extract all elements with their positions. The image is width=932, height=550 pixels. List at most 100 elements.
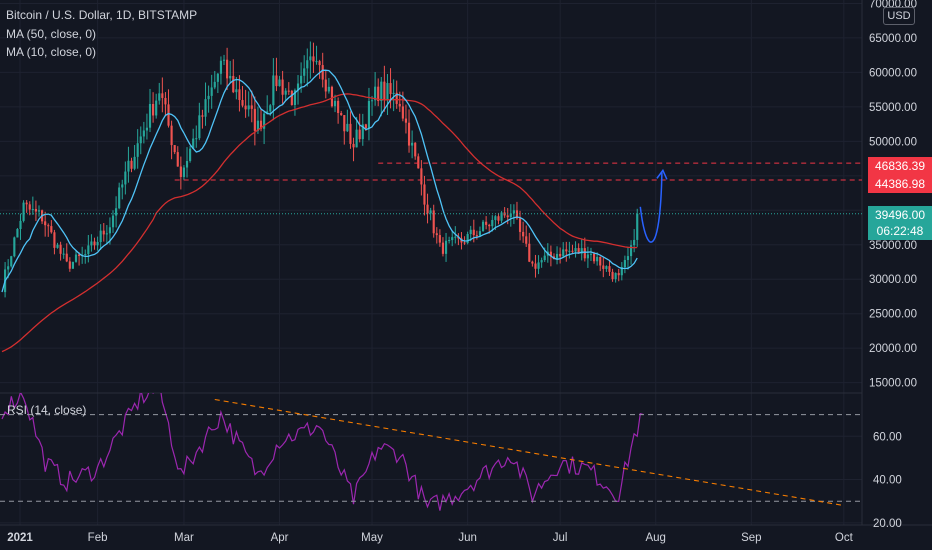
candle-body (491, 219, 494, 227)
rsi-line (1, 393, 644, 511)
candle-body (19, 220, 22, 229)
time-tick-label: Apr (271, 532, 289, 544)
time-tick-label: Jul (553, 532, 568, 544)
ma50-legend: MA (50, close, 0) (6, 27, 97, 41)
candle-body (145, 127, 149, 131)
rsi-tick-label: 40.00 (873, 475, 902, 487)
candle-body (346, 123, 349, 132)
candle-body (229, 75, 232, 79)
candle-body (633, 239, 636, 246)
candle-body (226, 59, 229, 79)
candle-body (602, 265, 605, 269)
candle-body (549, 251, 552, 257)
candle-body (636, 213, 639, 240)
candle-body (213, 81, 216, 88)
candle-body (370, 100, 374, 102)
candle-body (167, 104, 170, 126)
candle-body (309, 56, 312, 61)
time-tick-label: Feb (88, 532, 108, 544)
price-tick-label: 20000.00 (869, 343, 917, 355)
currency-button[interactable]: USD (883, 7, 915, 25)
candle-body (185, 160, 189, 168)
candle-body (512, 210, 515, 214)
candle-body (364, 124, 367, 129)
candle-body (22, 202, 25, 221)
candle-body (472, 229, 475, 236)
candle-body (31, 208, 34, 210)
time-tick-label: May (361, 532, 383, 544)
candle-body (555, 253, 559, 260)
candle-body (488, 224, 491, 227)
candle-body (392, 92, 395, 95)
candle-body (235, 89, 238, 93)
candle-body (589, 253, 593, 255)
symbol-title: Bitcoin / U.S. Dollar, 1D, BITSTAMP (6, 8, 198, 22)
candle-body (148, 103, 152, 128)
candle-body (238, 89, 241, 101)
candle-body (176, 152, 179, 167)
candle-body (10, 256, 13, 267)
candle-body (466, 234, 469, 244)
candle-body (281, 79, 284, 95)
candle-body (485, 221, 488, 225)
candle-body (438, 235, 441, 243)
candle-body (515, 210, 519, 219)
candle-body (481, 221, 485, 232)
candle-body (386, 83, 389, 100)
candle-body (605, 266, 608, 269)
candle-body (192, 138, 195, 149)
candle-body (522, 231, 525, 237)
candle-body (216, 73, 219, 82)
candle-body (71, 261, 75, 269)
price-tag-countdown: 06:22:48 (868, 222, 932, 240)
candle-body (614, 273, 617, 280)
candle-body (361, 124, 364, 140)
candle-body (28, 204, 31, 210)
candle-body (478, 231, 482, 236)
candle-body (244, 105, 247, 110)
candle-body (343, 115, 346, 132)
candle-body (423, 184, 426, 205)
candle-body (47, 225, 50, 227)
candle-body (562, 249, 565, 257)
candle-body (617, 273, 620, 276)
candle-body (300, 75, 303, 84)
candle-body (84, 254, 87, 256)
projection-arrowhead (656, 168, 668, 180)
candle-body (121, 184, 124, 188)
candle-body (411, 142, 414, 146)
candle-body (96, 242, 99, 246)
candle-body (130, 160, 133, 169)
candle-body (352, 143, 355, 148)
candle-body (34, 208, 37, 212)
candle-body (383, 81, 386, 100)
candle-body (306, 60, 309, 69)
candle-body (275, 75, 278, 87)
candle-body (454, 236, 457, 238)
candle-body (170, 125, 173, 146)
candle-body (50, 226, 53, 233)
candle-body (13, 237, 16, 257)
candle-body (525, 236, 528, 244)
candle-body (420, 168, 423, 185)
price-tick-label: 35000.00 (869, 240, 917, 252)
candle-body (155, 100, 158, 116)
candle-body (543, 255, 546, 261)
candle-body (599, 256, 602, 266)
candle-body (401, 106, 404, 119)
time-tick-label: 2021 (7, 532, 33, 544)
rsi-legend: RSI (14, close) (7, 403, 87, 417)
candle-body (497, 216, 500, 221)
candle-body (7, 266, 10, 270)
candle-body (204, 99, 207, 117)
candle-body (448, 240, 451, 242)
candle-body (596, 256, 599, 262)
candle-body (528, 243, 531, 262)
candle-body (367, 101, 371, 129)
price-tick-label: 25000.00 (869, 309, 917, 321)
price-tag-last: 39496.00 (868, 206, 932, 224)
price-tick-label: 50000.00 (869, 136, 917, 148)
candles-group (4, 41, 639, 298)
candle-body (330, 86, 334, 107)
